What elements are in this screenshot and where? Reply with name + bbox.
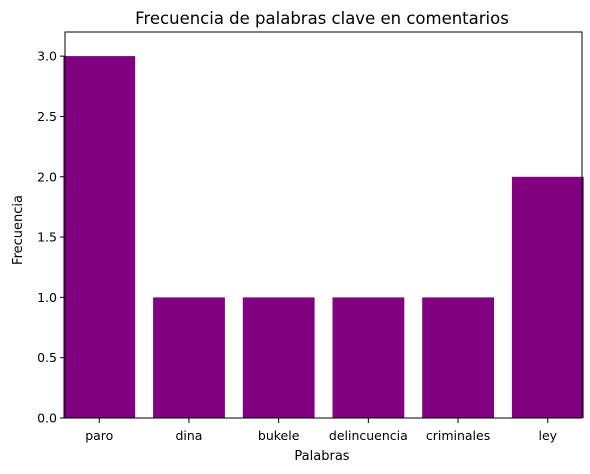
bar-bukele (242, 297, 315, 418)
bar-delincuencia (332, 297, 405, 418)
plot-area: 0.0 0.5 1.0 1.5 2.0 2.5 3.0 paro dina bukele delin… (37, 49, 584, 443)
y-tick-label: 3.0 (37, 49, 57, 64)
bar-ley (511, 176, 584, 419)
y-tick-label: 2.0 (37, 169, 57, 184)
bar-paro (63, 56, 136, 418)
y-tick-label: 2.5 (37, 109, 57, 124)
chart-title: Frecuencia de palabras clave en comentar… (135, 9, 509, 28)
y-axis-label: Frecuencia (11, 195, 26, 265)
x-tick-label: delincuencia (329, 428, 408, 443)
x-axis-label: Palabras (294, 449, 349, 464)
y-tick-label: 0.0 (37, 411, 57, 426)
x-tick-label: ley (538, 428, 557, 443)
x-tick-label: dina (175, 428, 202, 443)
y-tick-label: 1.0 (37, 290, 57, 305)
bar-dina (153, 297, 225, 418)
y-tick-label: 0.5 (37, 350, 57, 365)
x-tick-label: paro (85, 428, 113, 443)
bar-criminales (422, 297, 494, 418)
x-tick-label: criminales (426, 428, 490, 443)
x-tick-label: bukele (258, 428, 300, 443)
y-tick-label: 1.5 (37, 230, 57, 245)
plot-frame (64, 31, 583, 419)
